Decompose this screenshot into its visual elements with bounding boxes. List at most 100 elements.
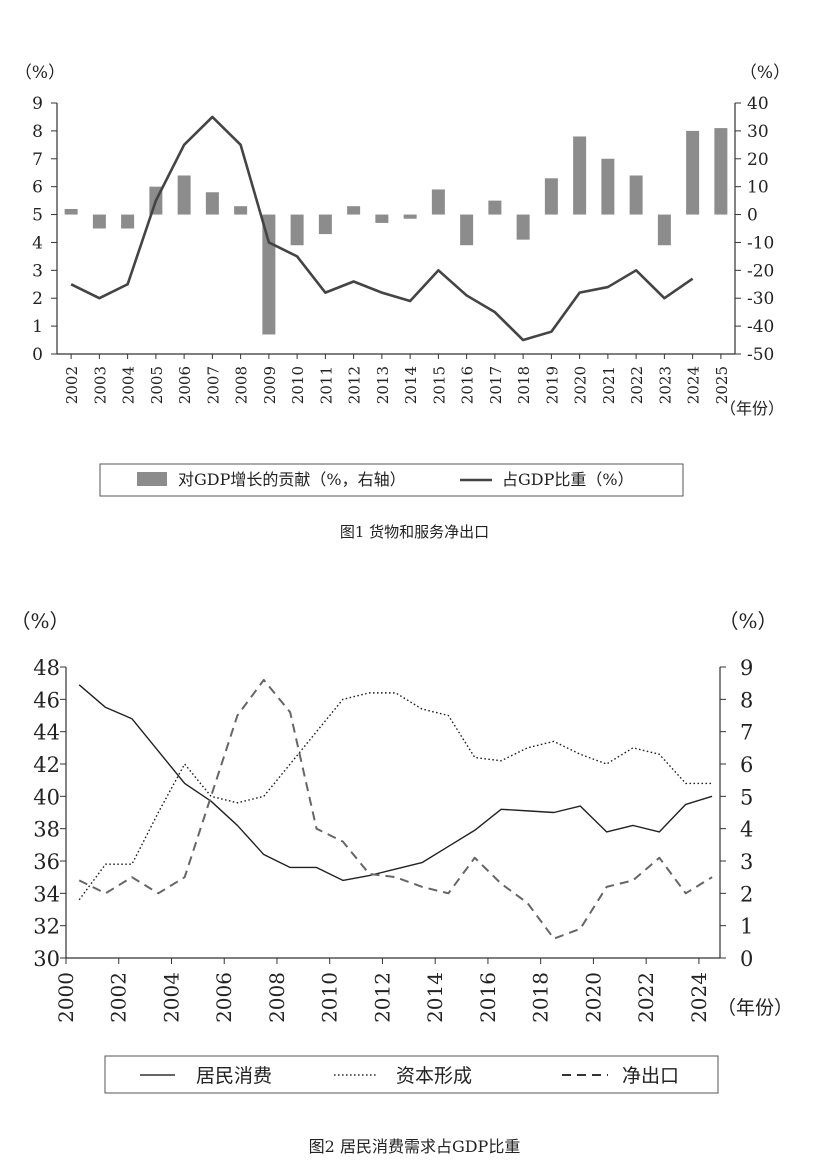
bar [516, 214, 530, 240]
x-tick-label: 2022 [634, 972, 658, 1023]
right-tick-label: 6 [740, 753, 753, 777]
right-tick-label: -10 [747, 233, 774, 253]
x-tick-label: 2003 [91, 366, 109, 404]
bar [121, 214, 135, 229]
x-tick-label: 2007 [204, 366, 222, 404]
legend-label: 资本形成 [396, 1065, 472, 1087]
x-tick-label: 2008 [265, 972, 289, 1023]
x-tick-label: 2016 [476, 972, 500, 1023]
chart-1-caption: 图1 货物和服务净出口 [339, 523, 490, 541]
x-tick-label: 2006 [176, 366, 194, 404]
left-tick-label: 42 [33, 753, 60, 777]
bar [629, 175, 643, 215]
legend-label: 净出口 [622, 1065, 679, 1087]
bar [657, 214, 671, 246]
x-tick-label: 2018 [529, 972, 553, 1023]
bar [92, 214, 106, 229]
left-axis-unit: （%） [10, 609, 69, 633]
left-tick-label: 4 [32, 233, 43, 253]
x-tick-label: 2019 [543, 366, 561, 404]
bar [290, 214, 304, 246]
left-tick-label: 46 [33, 688, 60, 712]
x-tick-label: 2014 [423, 972, 447, 1023]
bar [488, 200, 502, 215]
x-tick-label: 2004 [120, 366, 138, 404]
x-tick-label: 2000 [54, 972, 78, 1023]
x-tick-label: 2024 [687, 972, 711, 1023]
left-tick-label: 44 [33, 721, 60, 745]
bar [318, 214, 332, 235]
bar [544, 178, 558, 215]
legend-box [99, 463, 684, 497]
left-tick-label: 6 [32, 178, 43, 198]
x-tick-label: 2002 [63, 366, 81, 404]
x-tick-label: 2015 [430, 366, 448, 404]
left-tick-label: 7 [32, 150, 43, 170]
series-line-solid [78, 684, 713, 882]
bar [177, 175, 191, 215]
right-tick-label: 8 [740, 688, 753, 712]
x-tick-label: 2009 [261, 366, 279, 404]
bar [375, 214, 389, 223]
bar [403, 214, 417, 219]
x-tick-label: 2025 [713, 366, 731, 404]
chart-2-consumption-share: （%） （%）3032343638404244464801234567892000… [10, 609, 793, 1094]
bar [431, 189, 445, 215]
right-tick-label: -30 [747, 289, 774, 309]
right-tick-label: 5 [740, 785, 753, 809]
chart-2-caption: 图2 居民消费需求占GDP比重 [308, 1137, 521, 1156]
x-tick-label: 2017 [487, 366, 505, 404]
right-tick-label: 7 [740, 721, 753, 745]
right-tick-label: 30 [747, 122, 769, 142]
right-tick-label: 0 [740, 947, 753, 971]
right-tick-label: 1 [740, 915, 753, 939]
left-tick-label: 9 [32, 94, 43, 114]
legend-box [104, 1055, 719, 1094]
bar [460, 214, 474, 246]
x-tick-label: 2013 [374, 366, 392, 404]
series-line-dashed [78, 678, 713, 940]
right-tick-label: 4 [740, 818, 753, 842]
left-tick-label: 32 [33, 915, 60, 939]
x-tick-label: 2024 [685, 366, 703, 404]
x-tick-label: 2005 [148, 366, 166, 404]
left-tick-label: 1 [32, 317, 43, 337]
right-tick-label: 9 [740, 656, 753, 680]
line-share-of-gdp [70, 115, 694, 342]
x-tick-label: 2010 [289, 366, 307, 404]
x-tick-label: 2006 [212, 972, 236, 1023]
x-tick-label: 2010 [318, 972, 342, 1023]
left-tick-label: 40 [33, 785, 60, 809]
bar [347, 206, 361, 215]
left-tick-label: 2 [32, 289, 43, 309]
right-tick-label: 10 [747, 178, 769, 198]
right-tick-label: -50 [747, 345, 774, 365]
x-tick-label: 2012 [346, 366, 364, 404]
x-axis-unit: （年份） [720, 399, 784, 418]
right-tick-label: -40 [747, 317, 774, 337]
bar [601, 158, 615, 215]
left-tick-label: 8 [32, 122, 43, 142]
bar [573, 136, 587, 215]
x-tick-label: 2020 [572, 366, 590, 404]
x-tick-label: 2012 [370, 972, 394, 1023]
bar [686, 130, 700, 215]
x-tick-label: 2004 [159, 972, 183, 1023]
x-tick-label: 2002 [107, 972, 131, 1023]
x-tick-label: 2018 [515, 366, 533, 404]
bar [205, 192, 219, 215]
left-tick-label: 5 [32, 206, 43, 226]
left-tick-label: 3 [32, 261, 43, 281]
bar [234, 206, 248, 215]
left-tick-label: 48 [33, 656, 60, 680]
left-tick-label: 0 [32, 345, 43, 365]
right-tick-label: 3 [740, 850, 753, 874]
left-tick-label: 36 [33, 850, 60, 874]
right-tick-label: 20 [747, 150, 769, 170]
right-tick-label: -20 [747, 261, 774, 281]
bar [714, 128, 728, 215]
right-axis-unit: （%） [740, 63, 790, 83]
legend-label: 居民消费 [196, 1065, 272, 1087]
right-axis-unit: （%） [718, 609, 777, 633]
x-tick-label: 2021 [600, 366, 618, 404]
